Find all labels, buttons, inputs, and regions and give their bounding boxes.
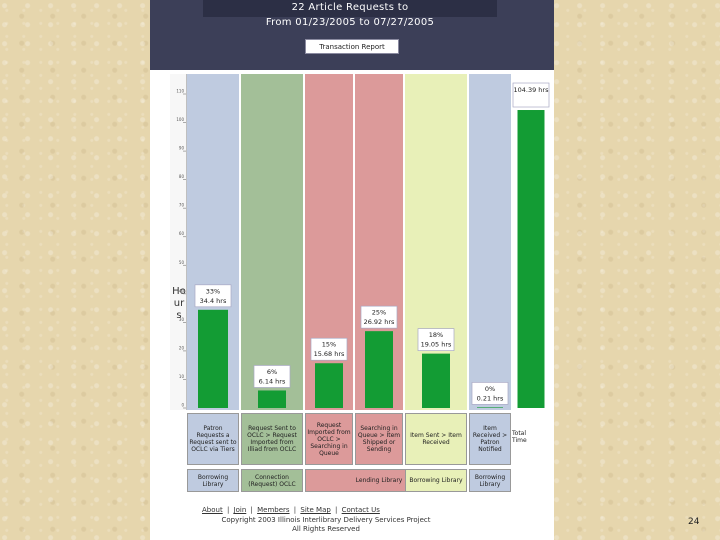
y-tick-label: 60	[179, 231, 185, 236]
bar	[477, 407, 503, 409]
chart-svg: 0 10 20 30 40 50 60 70 80 90 100 110 33% 34.4 hrs 6%6.…	[176, 82, 550, 409]
title-box	[203, 0, 497, 17]
footer-link-members[interactable]: Members	[257, 506, 290, 514]
group-label: Borrowing Library	[405, 469, 467, 492]
y-tick-label: 110	[176, 89, 184, 94]
footer-separator: |	[226, 506, 230, 514]
percent-label: 18%	[429, 331, 443, 339]
y-axis-panel: Hours	[170, 74, 187, 410]
stage-label: Request Sent to OCLC > Request Imported …	[241, 413, 303, 465]
y-tick-label: 40	[179, 288, 185, 293]
stage-label: Item Sent > Item Received	[405, 413, 467, 465]
copyright-text: Copyright 2003 Illinois Interlibrary Del…	[221, 516, 431, 524]
rights-text: All Rights Reserved	[292, 525, 360, 533]
y-tick-label: 70	[179, 203, 185, 208]
group-label: Connection (Request) OCLC	[241, 469, 303, 492]
percent-label: 15%	[322, 341, 336, 349]
stage-label: Request Imported from OCLC > Searching i…	[305, 413, 353, 465]
bar	[198, 309, 228, 408]
bar	[365, 331, 393, 408]
value-label: 15.68 hrs	[314, 350, 345, 358]
value-label: 6.14 hrs	[259, 377, 286, 385]
footer-separator: |	[250, 506, 253, 514]
group-label: Borrowing Library	[187, 469, 239, 492]
bar	[315, 363, 343, 408]
chart-header: 22 Article Requests to From 01/23/2005 t…	[150, 0, 554, 70]
y-tick-label: 10	[179, 374, 185, 379]
value-label: 104.39 hrs	[514, 86, 550, 94]
stage-label: Patron Requests a Request sent to OCLC v…	[187, 413, 239, 465]
data-label-box	[471, 382, 509, 405]
stage-label: Searching in Queue > Item Shipped or Sen…	[355, 413, 403, 465]
data-label-box	[360, 305, 398, 329]
value-label: 19.05 hrs	[421, 341, 452, 349]
slide-panel: 22 Article Requests to From 01/23/2005 t…	[150, 0, 554, 540]
footer-link-join[interactable]: Join	[233, 506, 247, 514]
stage-background	[241, 74, 303, 410]
group-label: Borrowing Library	[469, 469, 511, 492]
percent-label: 25%	[372, 309, 386, 317]
footer-link-contact-us[interactable]: Contact Us	[341, 506, 380, 514]
value-label: 34.4 hrs	[200, 297, 227, 305]
data-label-box	[194, 284, 232, 308]
data-label-box	[512, 82, 550, 108]
footer-copyright: Copyright 2003 Illinois Interlibrary Del…	[196, 516, 456, 534]
bar	[258, 390, 286, 408]
chart-title: 22 Article Requests to	[291, 2, 409, 13]
bar	[517, 110, 545, 408]
y-tick-label: 80	[179, 174, 185, 179]
transaction-report-button[interactable]: Transaction Report	[305, 39, 399, 54]
stage-label: Item Received > Patron Notified	[469, 413, 511, 465]
y-tick-label: 90	[179, 146, 185, 151]
bar	[422, 353, 450, 408]
percent-label: 0%	[485, 385, 495, 393]
data-label-box	[417, 328, 455, 351]
value-label: 26.92 hrs	[364, 318, 395, 326]
y-tick-label: 30	[179, 317, 185, 322]
footer-link-about[interactable]: About	[202, 506, 223, 514]
footer-link-site-map[interactable]: Site Map	[300, 506, 331, 514]
y-tick-label: 20	[179, 345, 185, 350]
total-time-label: Total Time	[512, 430, 527, 444]
percent-label: 33%	[206, 287, 220, 295]
y-tick-label: 100	[176, 117, 184, 122]
footer-links: About | Join | Members | Site Map | Cont…	[202, 506, 382, 514]
y-tick-label: 0	[181, 403, 184, 408]
stage-background	[469, 74, 511, 410]
chart-subtitle: From 01/23/2005 to 07/27/2005	[265, 17, 435, 28]
footer-separator: |	[335, 506, 338, 514]
page-number: 24	[688, 517, 700, 527]
data-label-box	[310, 337, 348, 361]
y-tick-label: 50	[179, 260, 185, 265]
percent-label: 6%	[267, 368, 277, 376]
value-label: 0.21 hrs	[477, 394, 504, 402]
footer-separator: |	[293, 506, 297, 514]
y-axis-title: Hours	[172, 286, 186, 321]
data-label-box	[253, 365, 291, 388]
